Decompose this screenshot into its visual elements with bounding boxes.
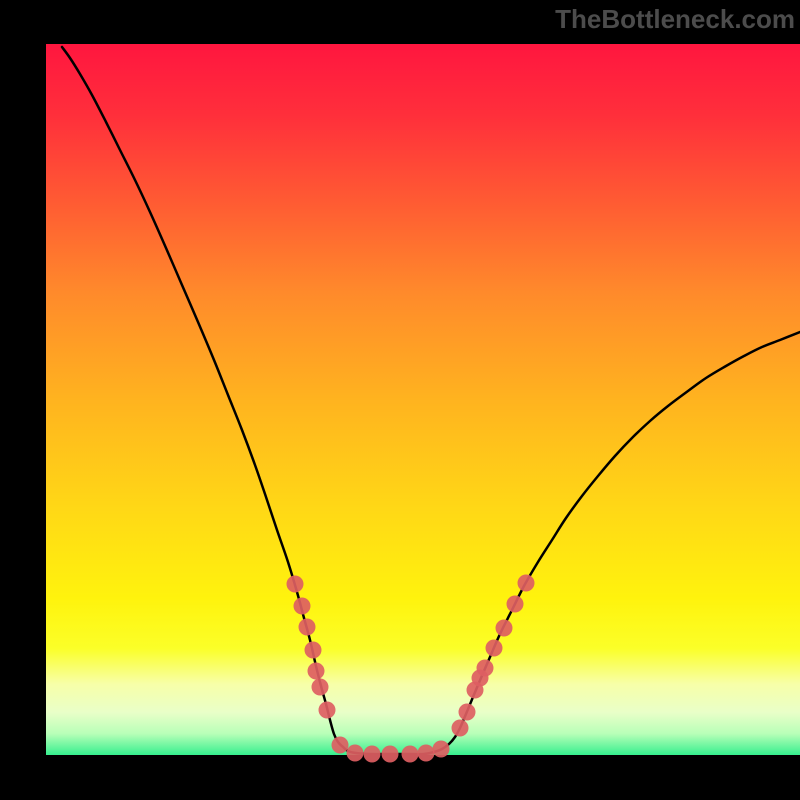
curve-marker [452,720,469,737]
curve-marker [312,679,329,696]
curve-marker [477,660,494,677]
curve-marker [496,620,513,637]
curve-overlay [0,0,800,800]
curve-marker [308,663,325,680]
curve-marker [418,745,435,762]
curve-marker [507,596,524,613]
curve-marker [305,642,322,659]
chart-canvas: TheBottleneck.com [0,0,800,800]
curve-marker [518,575,535,592]
curve-marker [382,746,399,763]
curve-marker [433,741,450,758]
curve-marker [294,598,311,615]
curve-marker [347,745,364,762]
curve-marker [402,746,419,763]
curve-markers-group [287,575,535,763]
curve-marker [299,619,316,636]
watermark-text: TheBottleneck.com [555,4,795,35]
curve-marker [332,737,349,754]
curve-marker [287,576,304,593]
curve-marker [364,746,381,763]
bottleneck-curve [62,47,800,754]
curve-marker [459,704,476,721]
curve-marker [319,702,336,719]
curve-marker [486,640,503,657]
